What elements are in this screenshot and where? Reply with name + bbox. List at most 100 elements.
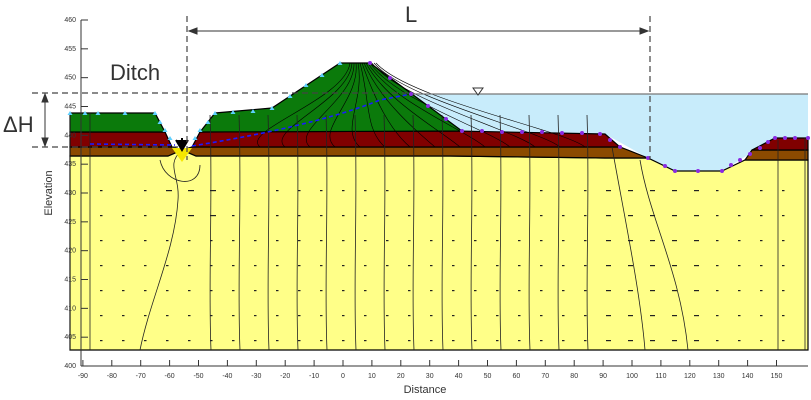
flow-line (359, 62, 386, 148)
velocity-arrow (738, 265, 741, 267)
velocity-arrow (254, 215, 257, 217)
velocity-arrow (716, 315, 719, 317)
velocity-arrow (254, 315, 257, 317)
velocity-arrow (210, 215, 216, 217)
flow-line (611, 146, 646, 351)
x-tick-label: 40 (455, 373, 463, 380)
velocity-arrow (122, 240, 125, 242)
node-marker (162, 128, 168, 132)
x-tick-label: 80 (570, 373, 578, 380)
velocity-arrow (760, 290, 763, 292)
boundary-nodes (67, 61, 810, 173)
velocity-arrow (672, 340, 677, 342)
velocity-arrow (276, 340, 279, 342)
velocity-arrow (408, 190, 411, 192)
velocity-arrow (518, 190, 521, 192)
velocity-arrow (782, 340, 785, 342)
velocity-arrow (144, 315, 147, 317)
velocity-arrow (144, 265, 147, 267)
node-marker (673, 169, 677, 173)
ditch-exit-vectors-icon (175, 138, 189, 152)
velocity-arrow (276, 265, 279, 267)
velocity-arrow (408, 240, 411, 242)
velocity-arrow (210, 315, 213, 317)
node-marker (480, 129, 484, 133)
velocity-arrow (496, 215, 499, 217)
x-tick-label: 30 (426, 373, 434, 380)
velocity-arrow (540, 290, 543, 292)
velocity-arrow (606, 265, 611, 267)
velocity-arrow (452, 315, 455, 317)
y-tick-label: 405 (64, 334, 76, 341)
x-tick-label: -60 (165, 373, 175, 380)
velocity-arrow (166, 190, 172, 192)
silt-layer-right (743, 149, 809, 161)
velocity-arrow (166, 265, 169, 267)
velocity-arrow (584, 240, 587, 242)
velocity-arrow (562, 215, 565, 217)
velocity-arrow (760, 240, 763, 242)
velocity-arrow (672, 290, 677, 292)
node-marker (793, 136, 797, 140)
x-tick-label: 0 (341, 373, 345, 380)
node-marker (738, 158, 742, 162)
velocity-arrow (738, 290, 741, 292)
flow-line (363, 62, 436, 148)
velocity-arrow (188, 265, 191, 267)
x-axis-ticks: -90 -80 -70 -60 -50 -40 -30 -20 -10 0 10 20 30 40 50 60… (78, 360, 782, 380)
velocity-arrow (518, 290, 521, 292)
x-tick-label: -30 (251, 373, 261, 380)
velocity-arrow (562, 190, 565, 192)
x-tick-label: -10 (309, 373, 319, 380)
node-marker (646, 156, 650, 160)
flow-line (329, 62, 357, 148)
velocity-arrow (716, 340, 719, 342)
velocity-arrow (210, 190, 216, 192)
node-marker (773, 136, 777, 140)
velocity-arrow (760, 315, 763, 317)
y-tick-label: 415 (64, 277, 76, 284)
velocity-arrow (188, 315, 191, 317)
velocity-arrow (408, 315, 411, 317)
x-tick-label: 140 (742, 373, 754, 380)
velocity-arrow (694, 240, 699, 242)
velocity-arrow (122, 190, 125, 192)
velocity-arrow (562, 315, 565, 317)
velocity-arrow (408, 215, 411, 217)
flow-line (412, 114, 415, 351)
velocity-arrow (562, 340, 565, 342)
flow-line (586, 114, 589, 351)
velocity-arrow (540, 190, 543, 192)
velocity-arrow (650, 240, 655, 242)
velocity-arrow (342, 315, 345, 317)
velocity-arrow (540, 340, 543, 342)
velocity-arrow (298, 190, 301, 192)
velocity-arrow (738, 215, 741, 217)
flow-line (139, 149, 183, 351)
phreatic-line (89, 93, 412, 147)
node-marker (426, 104, 430, 108)
velocity-arrow (496, 190, 499, 192)
x-tick-label: 50 (484, 373, 492, 380)
velocity-arrow (474, 290, 477, 292)
velocity-arrow (188, 340, 191, 342)
velocity-arrow (320, 240, 323, 242)
flow-line (159, 159, 201, 182)
velocity-arrow (650, 265, 655, 267)
velocity-arrow (782, 240, 785, 242)
velocity-arrow (320, 265, 323, 267)
flow-line (499, 114, 502, 351)
flow-line (441, 114, 444, 351)
velocity-arrow (386, 215, 389, 217)
velocity-arrow (452, 240, 455, 242)
x-tick-label: -20 (280, 373, 290, 380)
velocity-arrow (430, 340, 433, 342)
velocity-arrow (606, 290, 611, 292)
velocity-arrow (386, 265, 389, 267)
flow-line (375, 62, 586, 148)
velocity-arrow (474, 265, 477, 267)
node-marker (766, 140, 770, 144)
velocity-arrow (298, 215, 301, 217)
velocity-arrow (364, 340, 367, 342)
velocity-arrow (298, 315, 301, 317)
